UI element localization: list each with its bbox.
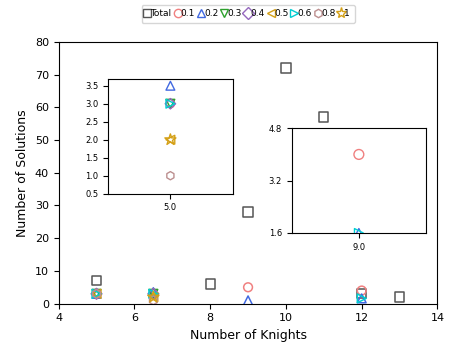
Point (150, 291, 157, 297)
Point (150, 289, 157, 295)
Point (320, 114, 327, 120)
Point (93, 291, 100, 297)
Point (150, 291, 157, 297)
Point (396, 294, 403, 300)
Point (244, 298, 252, 303)
Point (244, 209, 252, 215)
Point (244, 284, 252, 290)
Point (150, 294, 157, 300)
Point (93, 291, 100, 297)
Point (358, 291, 365, 297)
Y-axis label: Number of Solutions: Number of Solutions (16, 109, 29, 237)
Legend: Total, 0.1, 0.2, 0.3, 0.4, 0.5, 0.6, 0.8, 1: Total, 0.1, 0.2, 0.3, 0.4, 0.5, 0.6, 0.8… (142, 5, 354, 23)
Point (93, 291, 100, 297)
Point (358, 296, 365, 301)
Point (93, 291, 100, 297)
Point (150, 114, 157, 120)
Point (93, 291, 100, 297)
Point (93, 291, 100, 297)
Point (93, 291, 100, 297)
Point (282, 65, 290, 71)
Point (358, 296, 365, 301)
Point (93, 278, 100, 283)
X-axis label: Number of Knights: Number of Knights (189, 329, 307, 342)
Point (150, 294, 157, 300)
Point (150, 298, 157, 303)
Point (150, 291, 157, 297)
Point (358, 288, 365, 293)
Point (207, 281, 214, 287)
